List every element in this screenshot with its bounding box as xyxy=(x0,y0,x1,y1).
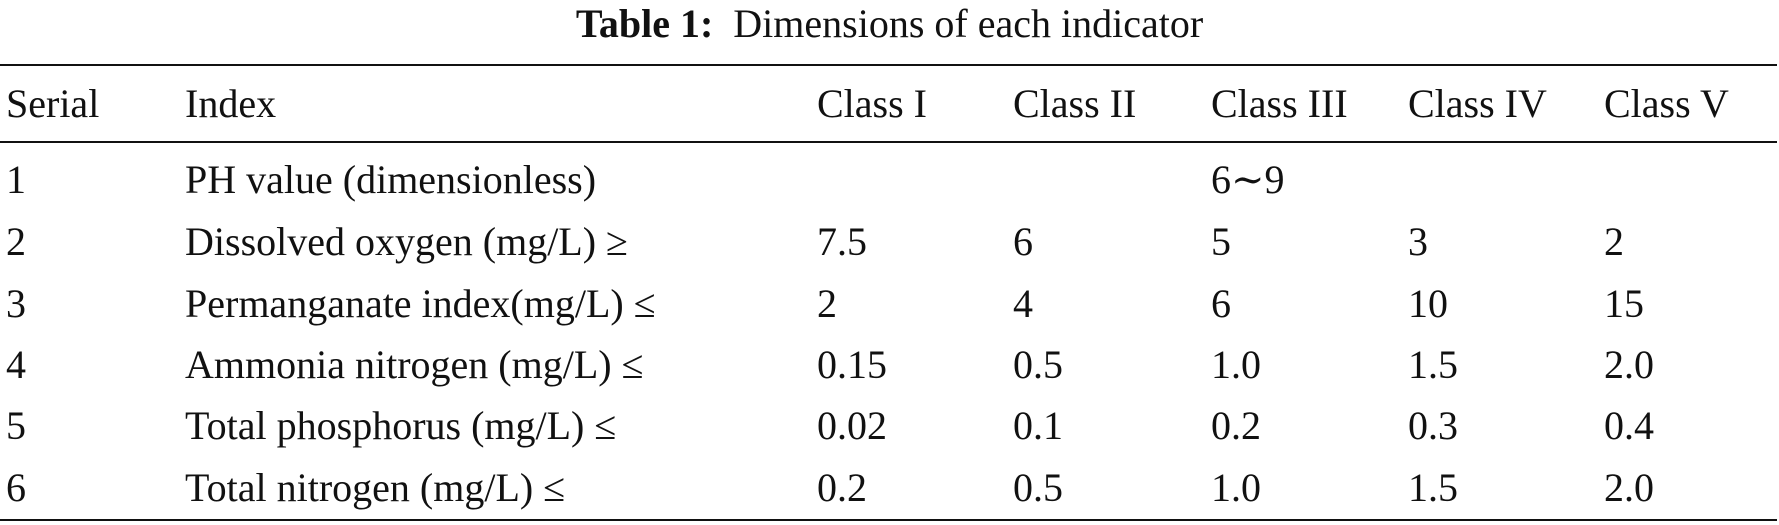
header-rule xyxy=(0,141,1777,143)
table-cell: 0.1 xyxy=(1013,403,1063,448)
table-cell: 2 xyxy=(817,281,837,326)
table-cell: 0.4 xyxy=(1604,403,1654,448)
header-cell: Class V xyxy=(1604,81,1729,126)
table-cell: 3 xyxy=(6,281,26,326)
table-cell: 0.5 xyxy=(1013,465,1063,510)
bottom-rule xyxy=(0,519,1777,521)
caption-text: Dimensions of each indicator xyxy=(733,1,1204,46)
table-cell: Total nitrogen (mg/L) ≤ xyxy=(185,465,566,510)
table-cell: PH value (dimensionless) xyxy=(185,157,597,202)
header-cell: Class IV xyxy=(1408,81,1547,126)
table-cell: 1.0 xyxy=(1211,465,1261,510)
table-caption: Table 1: Dimensions of each indicator xyxy=(0,4,1779,44)
table-cell: Dissolved oxygen (mg/L) ≥ xyxy=(185,219,629,264)
table-cell: 4 xyxy=(6,342,26,387)
table-cell: 1.0 xyxy=(1211,342,1261,387)
table-cell: 5 xyxy=(1211,219,1231,264)
table-cell: 2 xyxy=(6,219,26,264)
table-cell: Permanganate index(mg/L) ≤ xyxy=(185,281,656,326)
table-cell: 0.2 xyxy=(1211,403,1261,448)
table-cell: Ammonia nitrogen (mg/L) ≤ xyxy=(185,342,644,387)
table-cell: 2.0 xyxy=(1604,342,1654,387)
header-cell: Serial xyxy=(6,81,100,126)
table-cell: 3 xyxy=(1408,219,1428,264)
table-cell: 6 xyxy=(6,465,26,510)
table-cell: 15 xyxy=(1604,281,1644,326)
table-cell: 0.2 xyxy=(817,465,867,510)
table-cell: 7.5 xyxy=(817,219,867,264)
table-cell: 6∼9 xyxy=(1211,157,1285,202)
table-cell: 5 xyxy=(6,403,26,448)
header-cell: Index xyxy=(185,81,277,126)
header-cell: Class II xyxy=(1013,81,1137,126)
table-cell: Total phosphorus (mg/L) ≤ xyxy=(185,403,617,448)
table-cell: 4 xyxy=(1013,281,1033,326)
table-cell: 6 xyxy=(1211,281,1231,326)
top-rule xyxy=(0,64,1777,66)
table-cell: 1.5 xyxy=(1408,465,1458,510)
table-cell: 10 xyxy=(1408,281,1448,326)
table-cell: 1.5 xyxy=(1408,342,1458,387)
table-cell: 2 xyxy=(1604,219,1624,264)
table-cell: 0.02 xyxy=(817,403,887,448)
table-cell: 0.3 xyxy=(1408,403,1458,448)
caption-label: Table 1: xyxy=(575,1,714,46)
table-cell: 2.0 xyxy=(1604,465,1654,510)
table-cell: 0.15 xyxy=(817,342,887,387)
table-cell: 0.5 xyxy=(1013,342,1063,387)
header-cell: Class III xyxy=(1211,81,1348,126)
header-cell: Class I xyxy=(817,81,927,126)
table-cell: 1 xyxy=(6,157,26,202)
table-cell: 6 xyxy=(1013,219,1033,264)
